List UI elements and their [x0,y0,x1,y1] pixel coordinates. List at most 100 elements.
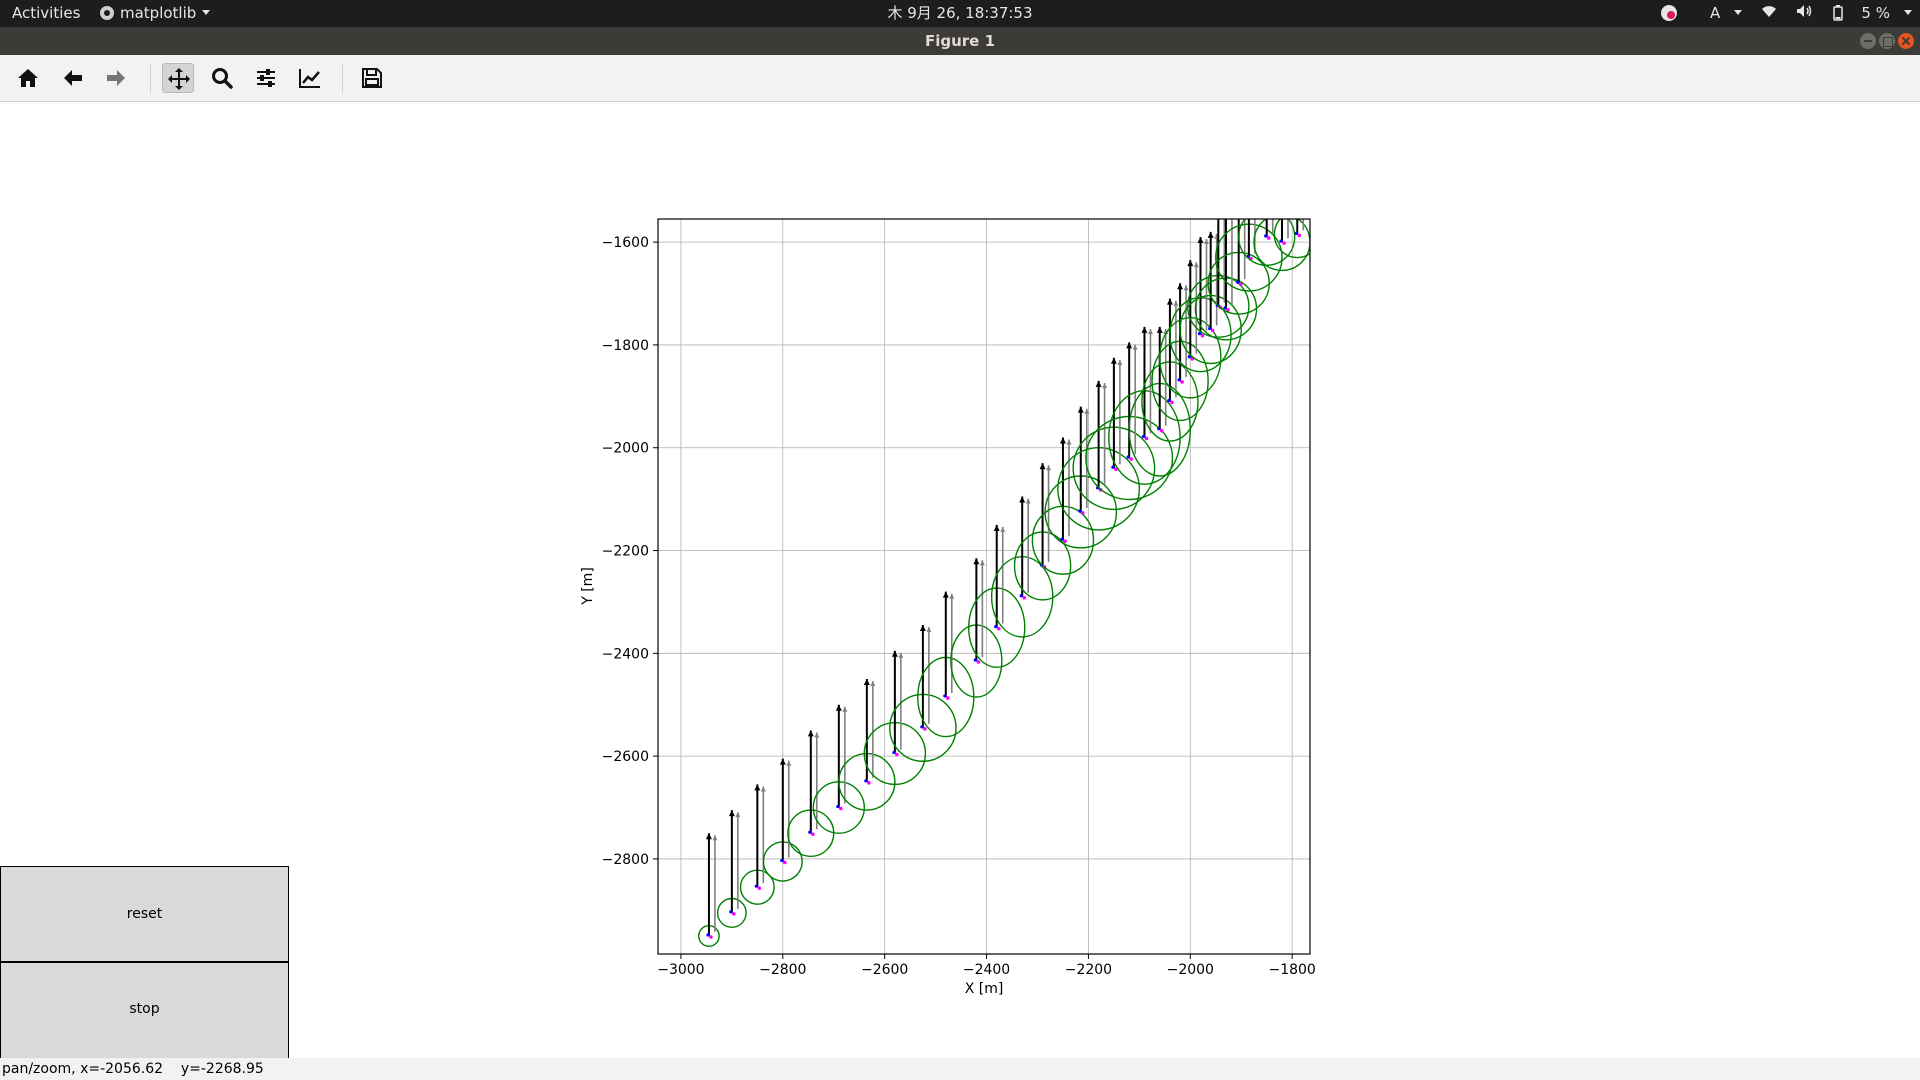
heading-arrowhead-secondary [1046,465,1052,471]
minimize-button[interactable] [1860,33,1876,49]
heading-arrowhead [835,704,842,711]
heading-arrowhead-secondary [1132,344,1138,350]
line-chart-icon [299,69,320,88]
home-button[interactable] [12,63,44,93]
heading-arrowhead [1177,283,1184,290]
y-axis-label: Y [m] [580,567,596,606]
x-axis-label: X [m] [965,981,1004,997]
subplots-button[interactable] [250,63,282,93]
heading-arrowhead [1039,463,1046,470]
y-tick-label: −1600 [602,235,649,251]
estimate-point [1111,465,1115,469]
heading-arrowhead [919,625,926,632]
figure-canvas[interactable]: −3000 −2800 −2600 −2400 −2200 −2000 −1800 −1600… [0,102,1920,1058]
estimate-point [1126,455,1130,459]
heading-arrowhead [1246,160,1252,166]
system-tray[interactable]: A 5 % [1647,0,1912,27]
heading-arrowhead-secondary [1203,238,1209,244]
heading-arrowhead [1207,231,1214,238]
estimate-point [1167,398,1171,403]
estimate-point [1223,306,1227,310]
heading-arrowhead [754,784,761,791]
clock[interactable]: 木 9月 26, 18:37:53 [887,4,1033,22]
arrow-left-icon [64,70,82,86]
heading-arrowhead-secondary [1084,408,1090,414]
heading-arrowhead-secondary [926,627,932,633]
heading-arrowhead [1197,236,1204,243]
close-button[interactable] [1898,33,1914,49]
heading-arrowhead-secondary [735,812,741,818]
y-tick-label: −2600 [602,749,649,765]
position-point [1238,282,1243,287]
x-tick-label: −2400 [963,962,1010,978]
position-point [1297,233,1302,238]
heading-arrowhead [891,650,898,657]
estimate-point [943,694,947,698]
heading-arrowhead-secondary [1147,329,1153,335]
save-button[interactable] [356,63,388,93]
window-controls [1857,33,1914,49]
heading-arrowhead-secondary [1117,359,1123,365]
home-icon [18,69,38,87]
customize-button[interactable] [294,63,326,93]
estimate-point [729,910,733,914]
estimate-point [1197,332,1202,336]
back-button[interactable] [57,63,89,93]
heading-arrowhead-secondary [814,732,820,738]
chevron-down-icon [1734,10,1743,15]
estimate-point [1157,427,1161,431]
scatter-plot[interactable]: −3000 −2800 −2600 −2400 −2200 −2000 −1800 −1600… [0,102,1920,1058]
pan-button[interactable] [162,63,194,93]
volume-icon[interactable] [1796,0,1814,27]
position-point [1226,308,1230,312]
chevron-down-icon [1904,10,1912,15]
battery-indicator[interactable]: 5 % [1832,0,1912,27]
estimate-point [1019,594,1023,598]
estimate-point [1236,280,1240,284]
estimate-point [1294,231,1298,236]
x-tick-label: −2000 [1167,962,1214,978]
keyboard-layout-indicator[interactable]: A [1696,0,1743,27]
forward-button[interactable] [100,63,132,93]
x-tick-label: −2600 [861,962,908,978]
heading-arrowhead-secondary [949,593,955,599]
system-top-bar: 木 9月 26, 18:37:53 Activities matplotlib … [0,0,1920,27]
wifi-icon[interactable] [1761,0,1777,27]
activities-button[interactable]: Activities [12,4,81,22]
position-point [757,886,762,890]
y-tick-label: −1800 [602,338,649,354]
position-point [923,727,927,731]
estimate-point [920,725,924,729]
heading-arrowhead-secondary [1242,188,1247,193]
estimate-point [864,779,868,783]
heading-arrowhead-secondary [898,652,904,658]
axes-frame [657,218,1311,955]
window-title-bar[interactable]: Figure 1 [0,27,1920,55]
estimate-point [1060,537,1064,541]
heading-arrowhead-secondary [979,560,985,566]
sliders-icon [257,69,275,87]
position-point [1170,400,1174,405]
x-tick-label: −1800 [1268,962,1315,978]
heading-arrowhead-secondary [1102,383,1108,389]
estimate-point [1279,239,1283,243]
estimate-point [706,933,710,937]
maximize-button[interactable] [1879,33,1895,49]
x-tick-label: −2200 [1065,962,1112,978]
reset-button[interactable]: reset [0,866,289,962]
position-point [976,660,981,664]
screen-record-icon[interactable] [1661,5,1678,21]
estimate-point [1141,434,1146,439]
position-point [867,781,871,785]
zoom-button[interactable] [206,63,238,93]
stop-button[interactable]: stop [0,962,289,1060]
heading-arrowhead [1019,496,1026,503]
data-layer [698,160,1310,947]
keyboard-layout-label: A [1710,4,1721,22]
heading-arrowhead [705,833,712,840]
estimate-point [780,858,784,863]
search-icon [212,68,233,89]
y-tick-label: −2800 [602,852,649,868]
window-title: Figure 1 [924,32,996,50]
app-menu[interactable]: matplotlib [100,0,211,27]
